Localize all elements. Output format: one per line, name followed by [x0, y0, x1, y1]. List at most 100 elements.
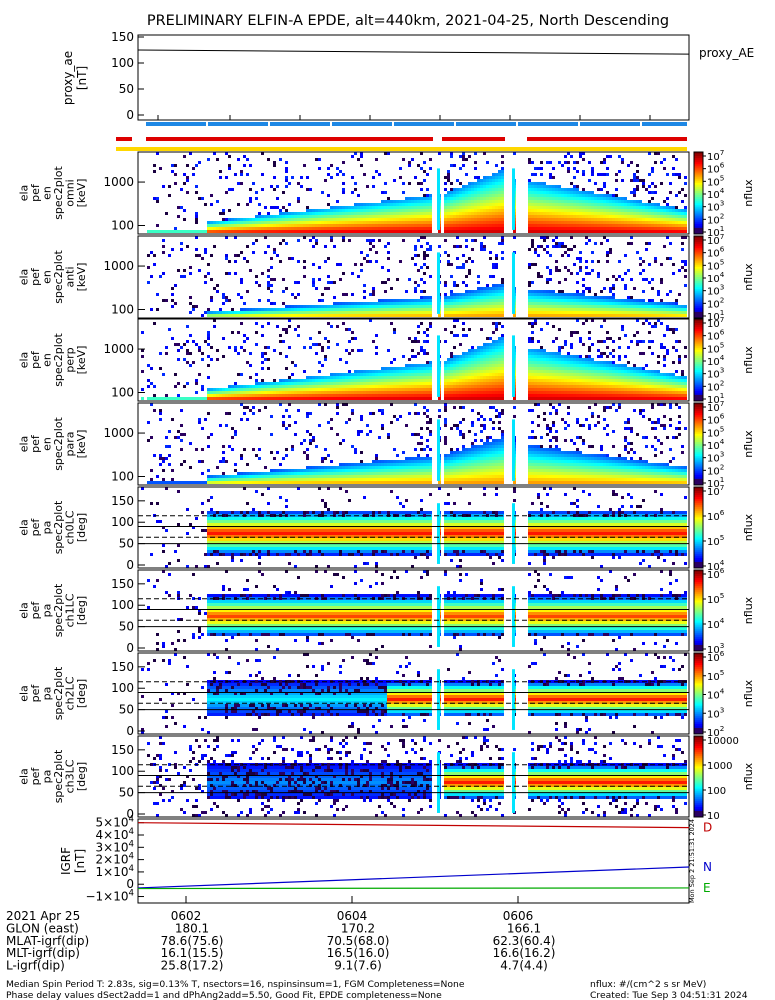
spectrogram-cell: [156, 197, 159, 200]
spectrogram-cell: [540, 227, 543, 230]
spectrogram-cell: [498, 224, 501, 227]
spectrogram-cell: [498, 296, 501, 299]
spectrogram-cell: [630, 299, 633, 302]
spectrogram-cell: [564, 197, 567, 200]
spectrogram-cell: [447, 388, 450, 391]
spectrogram-cell: [534, 230, 537, 233]
colorbar-swatch: [694, 229, 703, 233]
spectrogram-cell: [501, 203, 504, 206]
spectrogram-cell: [603, 221, 606, 224]
spectrogram-cell: [453, 382, 456, 385]
spectrogram-cell: [456, 397, 459, 400]
spectrogram-cell: [285, 179, 288, 182]
spectrogram-cell: [552, 215, 555, 218]
spectrogram-cell: [495, 191, 498, 194]
spectrogram-cell: [468, 230, 471, 233]
spectrogram-cell: [420, 305, 423, 308]
spectrogram-cell: [627, 200, 630, 203]
spectrogram-cell: [546, 290, 549, 293]
spectrogram-cell: [249, 197, 252, 200]
spectrogram-cell: [474, 227, 477, 230]
spectrogram-cell: [264, 221, 267, 224]
spectrogram-cell: [372, 218, 375, 221]
spectrogram-cell: [210, 278, 213, 281]
spectrogram-cell: [426, 173, 429, 176]
spectrogram-cell: [252, 218, 255, 221]
spectrogram-cell: [231, 397, 234, 400]
spectrogram-cell: [288, 385, 291, 388]
spectrogram-cell: [561, 215, 564, 218]
spectrogram-cell: [555, 266, 558, 269]
spectrogram-cell: [297, 182, 300, 185]
spectrogram-cell: [678, 227, 681, 230]
spectrogram-cell: [591, 308, 594, 311]
spectrogram-cell: [564, 296, 567, 299]
spectrogram-cell: [552, 293, 555, 296]
spectrogram-cell: [312, 278, 315, 281]
spectrogram-cell: [624, 203, 627, 206]
spectrogram-cell: [465, 245, 468, 248]
spectrogram-cell: [654, 305, 657, 308]
spectrogram-cell: [162, 185, 165, 188]
spectrogram-cell: [471, 293, 474, 296]
spectrogram-cell: [495, 373, 498, 376]
spectrogram-cell: [540, 376, 543, 379]
spectrogram-cell: [462, 373, 465, 376]
spectrogram-cell: [384, 230, 387, 233]
spectrogram-cell: [459, 379, 462, 382]
spectrogram-cell: [444, 218, 447, 221]
spectrogram-cell: [285, 212, 288, 215]
spectrogram-cell: [264, 218, 267, 221]
spectrogram-cell: [417, 230, 420, 233]
spectrogram-cell: [282, 302, 285, 305]
spectrogram-cell: [561, 188, 564, 191]
spectrogram-cell: [447, 212, 450, 215]
spectrogram-cell: [420, 206, 423, 209]
spectrogram-strip: [512, 252, 515, 314]
spectrogram-cell: [384, 391, 387, 394]
spectrogram-cell: [477, 361, 480, 364]
spectrogram-cell: [636, 314, 639, 317]
spectrogram-cell: [534, 302, 537, 305]
spectrogram-cell: [426, 299, 429, 302]
spectrogram-cell: [483, 236, 486, 239]
spectrogram-cell: [564, 314, 567, 317]
spectrogram-cell: [369, 308, 372, 311]
spectrogram-cell: [381, 227, 384, 230]
spectrogram-cell: [555, 296, 558, 299]
spectrogram-cell: [531, 337, 534, 340]
spectrogram-cell: [636, 176, 639, 179]
spectrogram-cell: [333, 388, 336, 391]
spectrogram-cell: [492, 367, 495, 370]
spectrogram-cell: [336, 212, 339, 215]
spectrogram-cell: [336, 376, 339, 379]
spectrogram-cell: [657, 206, 660, 209]
spectrogram-cell: [450, 388, 453, 391]
spectrogram-cell: [453, 370, 456, 373]
spectrogram-cell: [207, 308, 210, 311]
spectrogram-cell: [312, 263, 315, 266]
spectrogram-cell: [534, 173, 537, 176]
spectrogram-cell: [324, 245, 327, 248]
spectrogram-cell: [339, 263, 342, 266]
spectrogram-cell: [294, 215, 297, 218]
spectrogram-cell: [480, 299, 483, 302]
spectrogram-cell: [186, 164, 189, 167]
spectrogram-cell: [312, 391, 315, 394]
spectrogram-cell: [615, 188, 618, 191]
spectrogram-cell: [318, 212, 321, 215]
spectrogram-cell: [240, 373, 243, 376]
spectrogram-cell: [288, 311, 291, 314]
spectrogram-cell: [528, 394, 531, 397]
spectrogram-cell: [477, 302, 480, 305]
spectrogram-cell: [207, 397, 210, 400]
spectrogram-cell: [237, 254, 240, 257]
spectrogram-cell: [198, 397, 201, 400]
spectrogram-cell: [480, 179, 483, 182]
spectrogram-cell: [540, 355, 543, 358]
spectrogram-cell: [387, 397, 390, 400]
spectrogram-cell: [414, 290, 417, 293]
state-bars: [116, 122, 687, 151]
spectrogram-cell: [174, 302, 177, 305]
